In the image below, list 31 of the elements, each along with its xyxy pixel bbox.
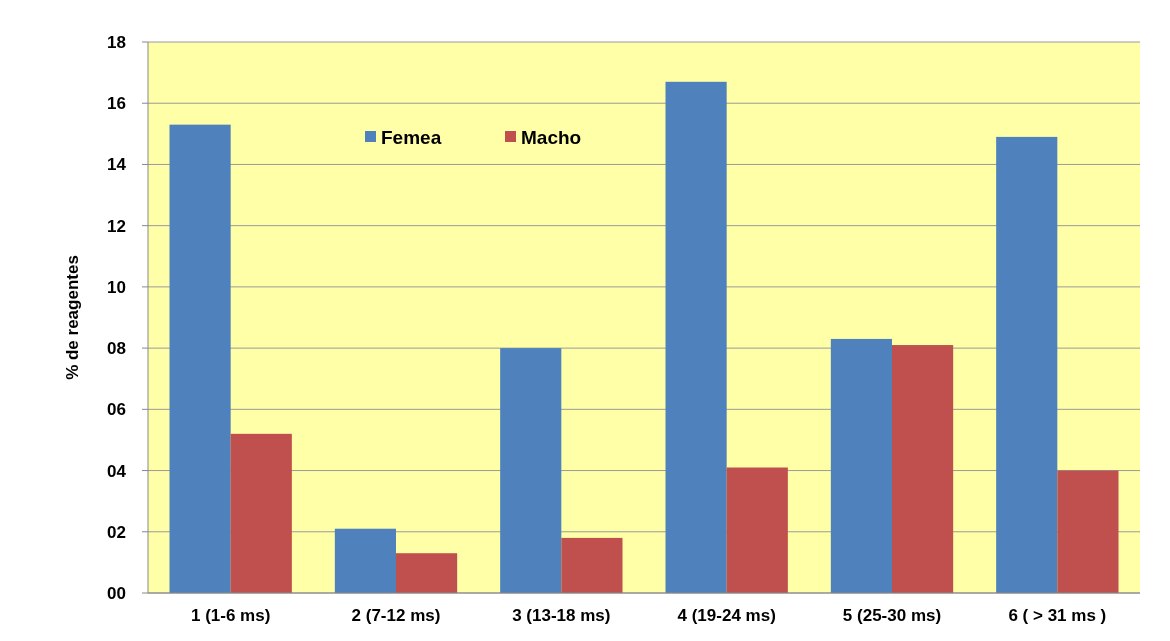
y-tick-label: 06 — [107, 400, 126, 420]
y-tick-label: 08 — [107, 339, 126, 359]
bar — [334, 528, 396, 593]
y-tick-label: 12 — [107, 216, 126, 236]
bar — [396, 553, 458, 593]
y-tick-label: 18 — [107, 32, 126, 52]
bar — [830, 338, 892, 593]
bar — [230, 433, 292, 593]
bar — [726, 467, 788, 593]
y-axis-title: % de reagentes — [63, 255, 82, 380]
legend-label: Femea — [381, 126, 442, 148]
x-tick-label: 3 (13-18 ms) — [512, 606, 611, 625]
y-tick-label: 02 — [107, 522, 126, 542]
x-tick-label: 1 (1-6 ms) — [190, 606, 271, 625]
y-tick-label: 16 — [107, 94, 126, 114]
bar — [1057, 470, 1119, 593]
legend-label: Macho — [521, 126, 582, 148]
y-tick-label: 14 — [107, 155, 127, 175]
x-tick-label: 5 (25-30 ms) — [842, 606, 942, 625]
y-tick-label: 00 — [107, 583, 126, 603]
x-tick-label: 2 (7-12 ms) — [351, 606, 441, 625]
bar — [561, 537, 623, 593]
y-tick-label: 04 — [107, 461, 127, 481]
bar — [996, 136, 1058, 593]
bar — [500, 348, 562, 593]
x-tick-label: 6 ( > 31 ms ) — [1008, 606, 1107, 625]
bar — [665, 81, 727, 593]
bar — [892, 345, 954, 593]
bar — [169, 124, 231, 593]
y-tick-label: 10 — [107, 277, 126, 297]
x-tick-label: 4 (19-24 ms) — [677, 606, 776, 625]
